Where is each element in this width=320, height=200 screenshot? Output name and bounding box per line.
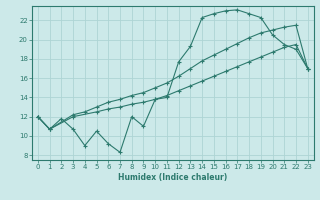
X-axis label: Humidex (Indice chaleur): Humidex (Indice chaleur)	[118, 173, 228, 182]
